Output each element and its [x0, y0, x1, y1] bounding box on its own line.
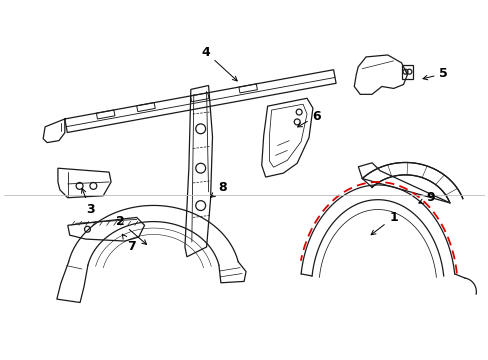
Text: 2: 2: [115, 215, 146, 244]
Text: 1: 1: [370, 211, 397, 235]
Text: 8: 8: [210, 181, 226, 197]
Text: 9: 9: [418, 191, 434, 204]
Text: 5: 5: [422, 67, 447, 80]
Text: 7: 7: [122, 234, 136, 253]
Text: 3: 3: [81, 189, 95, 216]
Text: 6: 6: [297, 109, 321, 127]
Text: 4: 4: [201, 45, 237, 81]
